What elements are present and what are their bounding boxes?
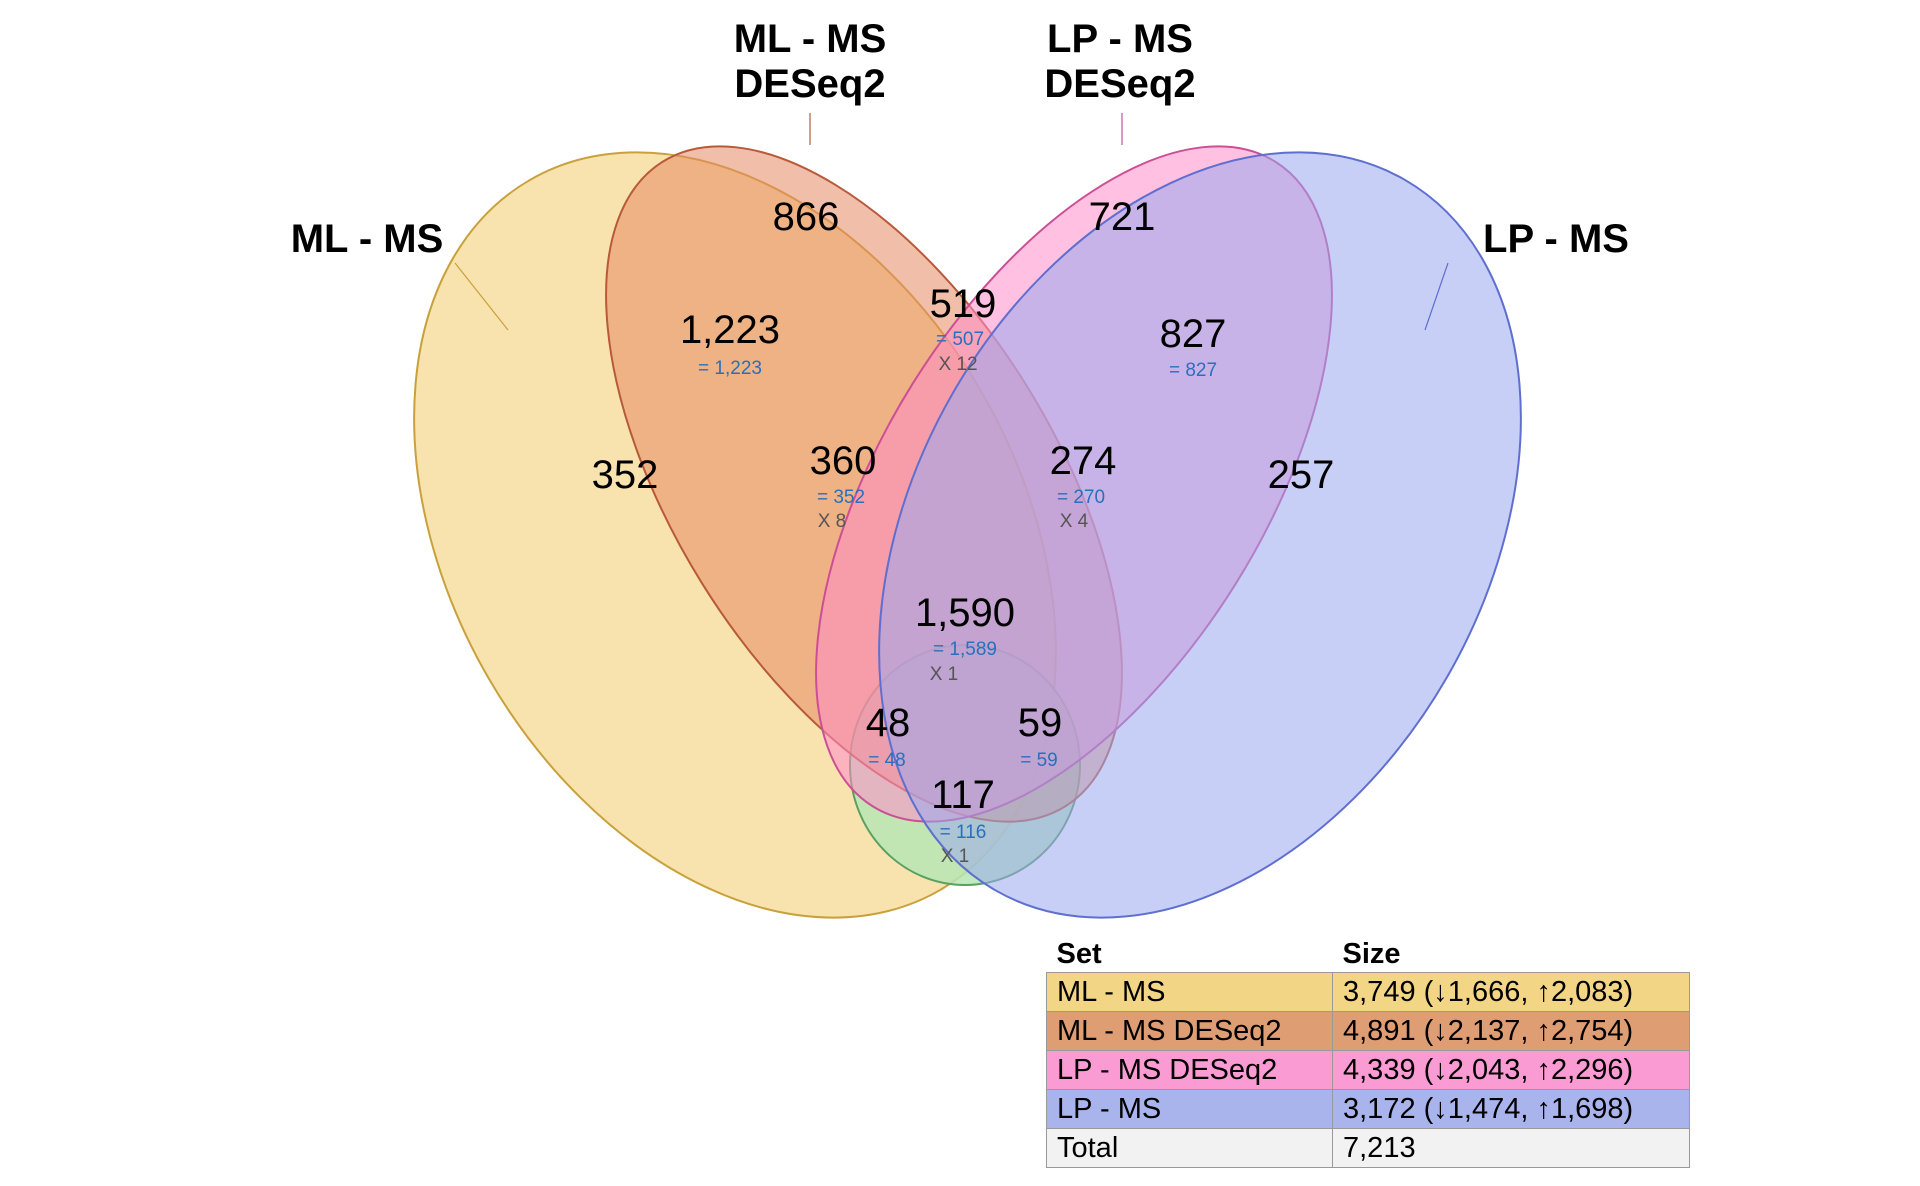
region-eq-bcd: = 270 <box>1057 487 1105 508</box>
region-count-ad: 117 <box>931 773 995 817</box>
table-cell-size: 7,213 <box>1332 1128 1690 1168</box>
set-titles: ML - MS ML - MS DESeq2 LP - MS DESeq2 LP… <box>291 17 1629 261</box>
set-title-lp-ms-deseq2-line1: LP - MS <box>1047 17 1193 61</box>
region-count-bcd: 274 <box>1050 439 1117 483</box>
region-eq-abc: = 352 <box>817 487 865 508</box>
set-title-lp-ms-deseq2-line2: DESeq2 <box>1044 62 1195 106</box>
region-count-c: 721 <box>1089 195 1156 239</box>
set-title-lp-ms: LP - MS <box>1483 217 1629 261</box>
table-cell-set: LP - MS DESeq2 <box>1046 1050 1333 1090</box>
leader-line-ml-ms <box>454 262 509 331</box>
table-cell-set: ML - MS <box>1046 972 1333 1012</box>
table-row: LP - MS DESeq2 4,339 (↓2,043, ↑2,296) <box>1046 1050 1690 1090</box>
region-mult-abcd: X 1 <box>930 664 959 685</box>
table-row: Total 7,213 <box>1046 1128 1690 1168</box>
set-title-ml-ms: ML - MS <box>291 217 444 261</box>
region-count-b: 866 <box>773 195 840 239</box>
region-count-abcd: 1,590 <box>915 591 1015 635</box>
region-eq-acd-right: = 59 <box>1020 750 1058 771</box>
set-ellipse-lp-ms <box>878 151 1522 919</box>
table-cell-set: Total <box>1046 1128 1333 1168</box>
table-cell-size: 4,339 (↓2,043, ↑2,296) <box>1332 1050 1690 1090</box>
region-eq-abcd: = 1,589 <box>933 639 997 660</box>
region-mult-bc: X 12 <box>938 354 977 375</box>
region-count-a: 352 <box>592 453 659 497</box>
region-count-acd-left: 48 <box>866 701 911 745</box>
region-count-acd-right: 59 <box>1018 701 1063 745</box>
table-header-size: Size <box>1342 937 1401 970</box>
table-cell-set: ML - MS DESeq2 <box>1046 1011 1333 1051</box>
set-title-ml-ms-deseq2-line1: ML - MS <box>734 17 887 61</box>
table-header-set: Set <box>1056 937 1102 970</box>
table-header-row: Set Size <box>1047 934 1690 973</box>
region-mult-abc: X 8 <box>818 511 847 532</box>
region-eq-cd: = 827 <box>1169 360 1217 381</box>
region-count-abc: 360 <box>810 439 877 483</box>
set-title-ml-ms-deseq2-line2: DESeq2 <box>734 62 885 106</box>
set-shapes <box>413 145 1522 919</box>
region-count-ab: 1,223 <box>680 308 780 352</box>
region-mult-ad: X 1 <box>941 846 970 867</box>
region-count-bc: 519 <box>930 282 997 326</box>
table-cell-size: 4,891 (↓2,137, ↑2,754) <box>1332 1011 1690 1051</box>
table-row: ML - MS 3,749 (↓1,666, ↑2,083) <box>1046 972 1690 1012</box>
table-row: ML - MS DESeq2 4,891 (↓2,137, ↑2,754) <box>1046 1011 1690 1051</box>
region-eq-ad: = 116 <box>940 822 987 843</box>
table-row: LP - MS 3,172 (↓1,474, ↑1,698) <box>1046 1089 1690 1129</box>
table-cell-size: 3,172 (↓1,474, ↑1,698) <box>1332 1089 1690 1129</box>
region-count-cd: 827 <box>1160 312 1227 356</box>
table-cell-set: LP - MS <box>1046 1089 1333 1129</box>
region-eq-acd-left: = 48 <box>868 750 906 771</box>
region-eq-bc: = 507 <box>936 329 984 350</box>
table-cell-size: 3,749 (↓1,666, ↑2,083) <box>1332 972 1690 1012</box>
set-size-table: Set Size ML - MS 3,749 (↓1,666, ↑2,083) … <box>1046 934 1690 1168</box>
region-mult-bcd: X 4 <box>1060 511 1089 532</box>
leader-line-lp-ms <box>1424 262 1449 331</box>
region-count-d: 257 <box>1268 453 1335 497</box>
region-eq-ab: = 1,223 <box>698 358 762 379</box>
leader-lines <box>454 113 1449 331</box>
region-labels: 352 866 721 257 1,223 = 1,223 519 = 507 … <box>592 195 1335 867</box>
